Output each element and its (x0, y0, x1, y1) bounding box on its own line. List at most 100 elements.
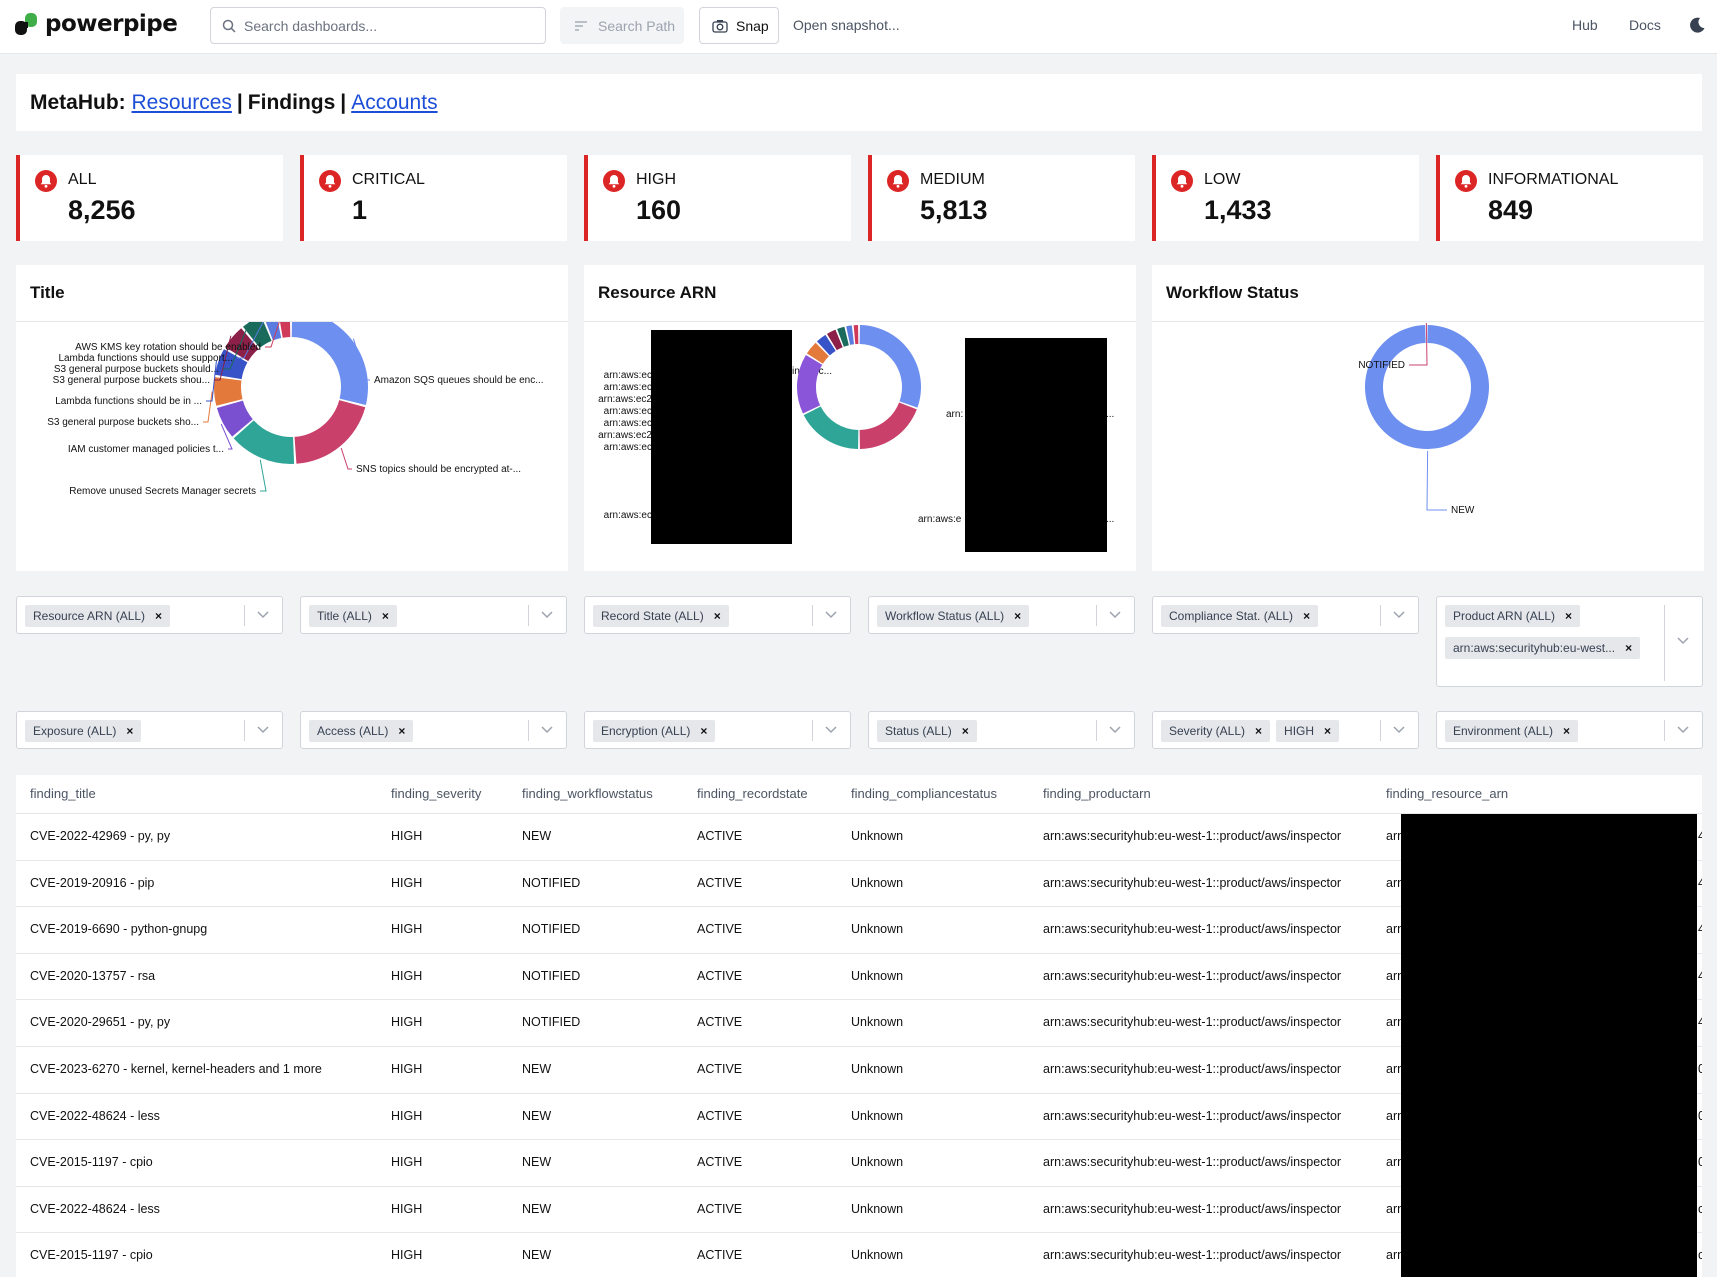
filter-product-arn[interactable]: Product ARN (ALL) × arn:aws:securityhub:e… (1436, 596, 1703, 687)
remove-chip-icon[interactable]: × (1563, 724, 1571, 738)
donut-slice[interactable] (803, 406, 859, 449)
donut-slice[interactable] (806, 342, 829, 364)
donut-slice[interactable] (837, 326, 849, 347)
filter-exposure[interactable]: Exposure (ALL) × (16, 711, 283, 749)
donut-slice[interactable] (816, 334, 836, 356)
donut-slice[interactable] (291, 322, 368, 405)
donut-slice[interactable] (214, 377, 243, 406)
table-row[interactable]: CVE-2019-20916 - pip HIGH NOTIFIED ACTIVE Un… (16, 861, 1702, 908)
table-row[interactable]: CVE-2020-13757 - rsa HIGH NOTIFIED ACTIVE Un… (16, 954, 1702, 1001)
chevron-down-icon[interactable] (1108, 610, 1122, 620)
column-header[interactable]: finding_recordstate (697, 786, 808, 801)
filter-chip[interactable]: arn:aws:securityhub:eu-west... × (1445, 637, 1641, 659)
chevron-down-icon[interactable] (256, 725, 270, 735)
chevron-down-icon[interactable] (1676, 725, 1690, 735)
donut-slice[interactable] (846, 325, 855, 345)
filter-encryption[interactable]: Encryption (ALL) × (584, 711, 851, 749)
remove-chip-icon[interactable]: × (1303, 609, 1311, 623)
donut-slice[interactable] (859, 325, 921, 408)
filter-compliance-status[interactable]: Compliance Stat. (ALL) × (1152, 596, 1419, 634)
filter-chip[interactable]: Environment (ALL) × (1445, 720, 1579, 742)
filter-chip[interactable]: Access (ALL) × (309, 720, 414, 742)
filter-chip[interactable]: Severity (ALL) × (1161, 720, 1271, 742)
table-row[interactable]: CVE-2015-1197 - cpio HIGH NEW ACTIVE Unknown… (16, 1140, 1702, 1187)
filter-chip[interactable]: Status (ALL) × (877, 720, 977, 742)
filter-status[interactable]: Status (ALL) × (868, 711, 1135, 749)
filter-chip[interactable]: Product ARN (ALL) × (1445, 605, 1581, 627)
filter-title[interactable]: Title (ALL) × (300, 596, 567, 634)
filter-chip[interactable]: Workflow Status (ALL) × (877, 605, 1030, 627)
donut-slice[interactable] (294, 400, 366, 464)
chevron-down-icon[interactable] (1108, 725, 1122, 735)
column-header[interactable]: finding_workflowstatus (522, 786, 653, 801)
filter-workflow-status[interactable]: Workflow Status (ALL) × (868, 596, 1135, 634)
table-row[interactable]: CVE-2022-42969 - py, py HIGH NEW ACTIVE Unkn… (16, 814, 1702, 861)
table-row[interactable]: CVE-2022-48624 - less HIGH NEW ACTIVE Unknow… (16, 1094, 1702, 1141)
chevron-down-icon[interactable] (824, 725, 838, 735)
remove-chip-icon[interactable]: × (398, 724, 406, 738)
chevron-down-icon[interactable] (540, 725, 554, 735)
donut-slice[interactable] (233, 420, 295, 464)
chevron-down-icon[interactable] (1392, 610, 1406, 620)
remove-chip-icon[interactable]: × (1565, 609, 1573, 623)
resources-link[interactable]: Resources (131, 90, 232, 114)
column-header[interactable]: finding_title (30, 786, 96, 801)
filter-chip[interactable]: Exposure (ALL) × (25, 720, 142, 742)
snap-button[interactable]: Snap (699, 7, 779, 44)
table-row[interactable]: CVE-2020-29651 - py, py HIGH NOTIFIED ACTIV… (16, 1000, 1702, 1047)
donut-slice[interactable] (225, 328, 259, 362)
docs-link[interactable]: Docs (1629, 17, 1661, 33)
chevron-down-icon[interactable] (1676, 636, 1690, 646)
filter-chip[interactable]: Resource ARN (ALL) × (25, 605, 171, 627)
remove-chip-icon[interactable]: × (700, 724, 708, 738)
search-path-button[interactable]: Search Path (560, 7, 684, 44)
table-row[interactable]: CVE-2019-6690 - python-gnupg HIGH NOTIFIED… (16, 907, 1702, 954)
table-cell: ACTIVE (697, 1248, 743, 1263)
remove-chip-icon[interactable]: × (155, 609, 163, 623)
filter-chip[interactable]: Record State (ALL) × (593, 605, 729, 627)
chevron-down-icon[interactable] (256, 610, 270, 620)
remove-chip-icon[interactable]: × (381, 609, 389, 623)
chevron-down-icon[interactable] (824, 610, 838, 620)
remove-chip-icon[interactable]: × (961, 724, 969, 738)
filter-chip[interactable]: Encryption (ALL) × (593, 720, 716, 742)
hub-link[interactable]: Hub (1572, 17, 1598, 33)
filter-severity[interactable]: Severity (ALL) × HIGH × (1152, 711, 1419, 749)
accounts-link[interactable]: Accounts (351, 90, 438, 114)
column-header[interactable]: finding_severity (391, 786, 482, 801)
remove-chip-icon[interactable]: × (1014, 609, 1022, 623)
filter-record-state[interactable]: Record State (ALL) × (584, 596, 851, 634)
column-header[interactable]: finding_compliancestatus (851, 786, 997, 801)
powerpipe-logo[interactable]: powerpipe (14, 11, 178, 37)
donut-slice[interactable] (214, 349, 248, 380)
table-row[interactable]: CVE-2023-6270 - kernel, kernel-headers a… (16, 1047, 1702, 1094)
chevron-down-icon[interactable] (1392, 725, 1406, 735)
remove-chip-icon[interactable]: × (126, 724, 134, 738)
remove-chip-icon[interactable]: × (713, 609, 721, 623)
filter-resource-arn[interactable]: Resource ARN (ALL) × (16, 596, 283, 634)
filter-access[interactable]: Access (ALL) × (300, 711, 567, 749)
donut-slice[interactable] (243, 322, 272, 348)
filter-environment[interactable]: Environment (ALL) × (1436, 711, 1703, 749)
search-dashboards-input[interactable]: Search dashboards... (210, 7, 546, 44)
remove-chip-icon[interactable]: × (1255, 724, 1263, 738)
filter-chip[interactable]: Compliance Stat. (ALL) × (1161, 605, 1319, 627)
donut-slice[interactable] (797, 354, 823, 414)
filter-chip[interactable]: Title (ALL) × (309, 605, 397, 627)
donut-slice[interactable] (216, 400, 253, 437)
donut-slice[interactable] (826, 329, 843, 351)
remove-chip-icon[interactable]: × (1324, 724, 1332, 738)
remove-chip-icon[interactable]: × (1625, 641, 1633, 655)
filter-chip[interactable]: HIGH × (1276, 720, 1340, 742)
column-header[interactable]: finding_productarn (1043, 786, 1151, 801)
column-header[interactable]: finding_resource_arn (1386, 786, 1509, 801)
dark-mode-moon-icon[interactable] (1688, 16, 1706, 34)
donut-slice[interactable] (859, 402, 917, 449)
donut-slice[interactable] (278, 322, 291, 338)
donut-slice[interactable] (853, 325, 859, 345)
table-row[interactable]: CVE-2022-48624 - less HIGH NEW ACTIVE Unknow… (16, 1187, 1702, 1234)
card-label: ALL (68, 171, 97, 188)
open-snapshot-link[interactable]: Open snapshot... (793, 17, 900, 33)
chevron-down-icon[interactable] (540, 610, 554, 620)
table-row[interactable]: CVE-2015-1197 - cpio HIGH NEW ACTIVE Unknown… (16, 1233, 1702, 1277)
